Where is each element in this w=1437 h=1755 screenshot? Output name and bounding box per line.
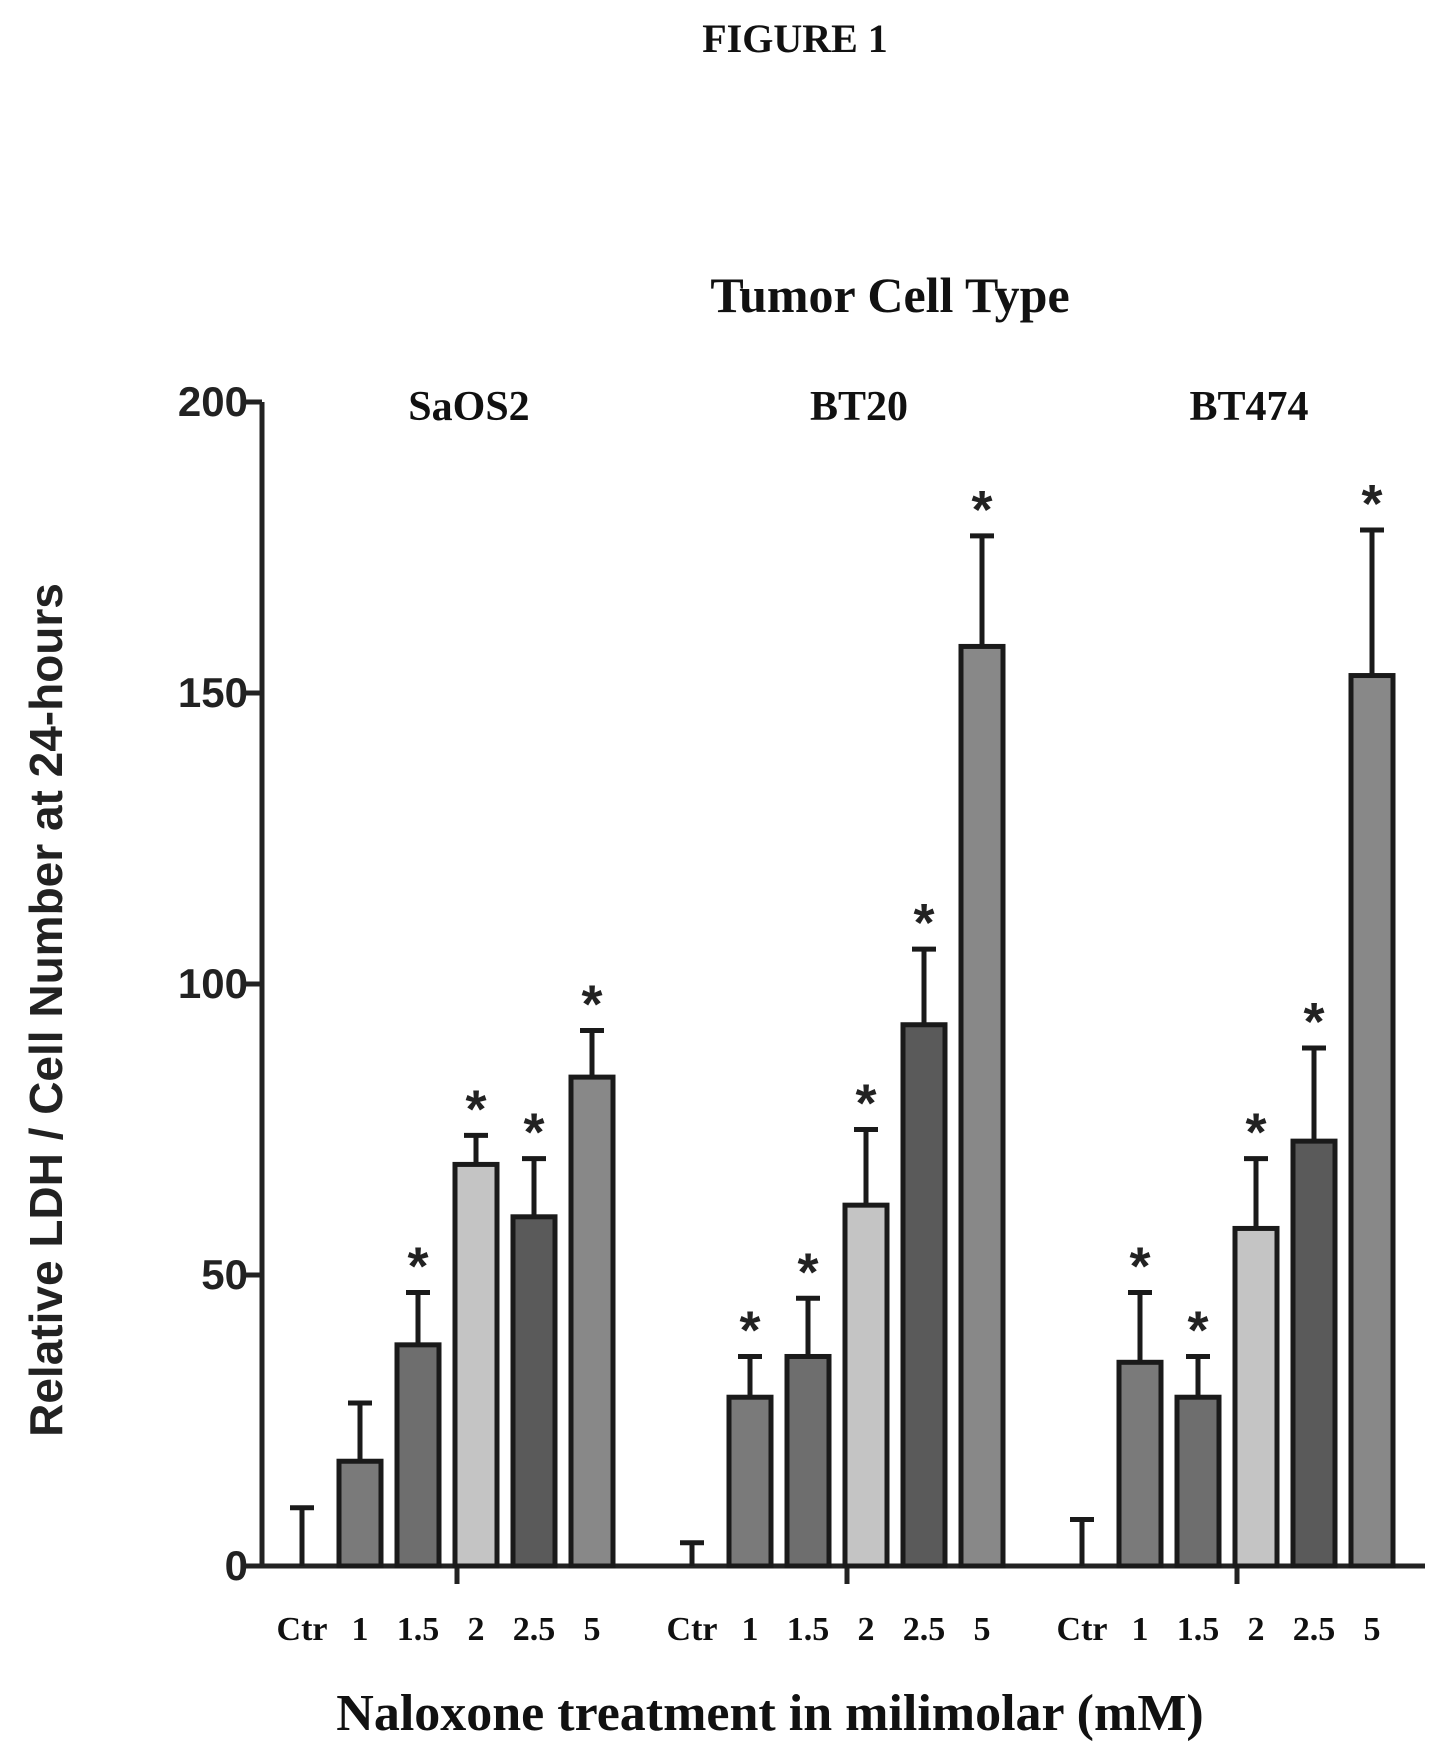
significance-star: *: [1245, 1103, 1266, 1163]
significance-star: *: [913, 893, 934, 953]
bar: [1348, 673, 1396, 1569]
x-tick-label: 1: [352, 1611, 369, 1648]
significance-star: *: [1361, 474, 1382, 534]
bar: [1290, 1138, 1338, 1569]
significance-star: *: [581, 975, 602, 1035]
x-tick-label: 2: [1248, 1611, 1265, 1648]
bar: [1116, 1359, 1164, 1569]
x-tick-label: 1: [1132, 1611, 1149, 1648]
bar: [510, 1214, 558, 1569]
significance-star: *: [1303, 992, 1324, 1052]
labels-layer: 0 50 100 150 200 SaOS2 Ctr 1 * 1.5 * 2 * 2.5 * 5 BT20 Ctr…: [178, 378, 1383, 1648]
bar: [958, 643, 1006, 1569]
x-tick-label: 1.5: [397, 1611, 440, 1648]
x-tick-label: 2.5: [903, 1611, 946, 1648]
bar: [900, 1022, 948, 1569]
y-axis-label: Relative LDH / Cell Number at 24-hours: [20, 583, 72, 1437]
y-tick-label: 100: [178, 960, 248, 1007]
bar: [784, 1353, 832, 1569]
significance-star: *: [523, 1103, 544, 1163]
x-tick-label: 2.5: [513, 1611, 556, 1648]
significance-star: *: [797, 1242, 818, 1302]
bar: [394, 1342, 442, 1569]
x-axis-label: Naloxone treatment in milimolar (mM): [336, 1685, 1203, 1742]
y-tick-label: 150: [178, 669, 248, 716]
x-tick-label: 5: [974, 1611, 991, 1648]
y-tick-label: 0: [225, 1542, 248, 1589]
bar: [336, 1458, 384, 1569]
x-tick-label: 2: [858, 1611, 875, 1648]
bars-layer: [290, 527, 1396, 1569]
x-tick-label: Ctr: [277, 1611, 328, 1648]
chart-title: Tumor Cell Type: [710, 267, 1069, 323]
group-label: BT20: [810, 384, 908, 430]
x-tick-label: 1.5: [1177, 1611, 1220, 1648]
group-label: SaOS2: [408, 384, 529, 430]
x-tick-label: 5: [1364, 1611, 1381, 1648]
bar: [568, 1074, 616, 1569]
significance-star: *: [407, 1236, 428, 1296]
bar: [452, 1161, 500, 1569]
bar: [1174, 1394, 1222, 1569]
significance-star: *: [1187, 1300, 1208, 1360]
bar: [1232, 1225, 1280, 1569]
x-tick-label: Ctr: [1057, 1611, 1108, 1648]
x-tick-label: 1: [742, 1611, 759, 1648]
group-label: BT474: [1189, 384, 1308, 430]
bar: [842, 1202, 890, 1569]
x-tick-label: 1.5: [787, 1611, 830, 1648]
x-tick-label: 2.5: [1293, 1611, 1336, 1648]
figure-label: FIGURE 1: [702, 16, 888, 61]
x-tick-label: 5: [584, 1611, 601, 1648]
x-tick-label: 2: [468, 1611, 485, 1648]
significance-star: *: [855, 1074, 876, 1134]
y-tick-label: 50: [201, 1251, 248, 1298]
bar: [726, 1394, 774, 1569]
y-tick-label: 200: [178, 378, 248, 425]
x-tick-label: Ctr: [667, 1611, 718, 1648]
significance-star: *: [739, 1300, 760, 1360]
significance-star: *: [971, 480, 992, 540]
significance-star: *: [1129, 1236, 1150, 1296]
significance-star: *: [465, 1079, 486, 1139]
